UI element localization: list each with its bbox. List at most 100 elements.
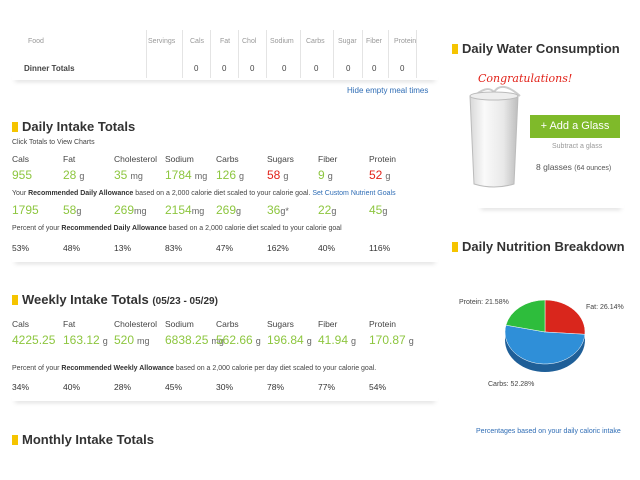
amount: 269 xyxy=(216,203,237,217)
unit: g xyxy=(306,336,312,346)
ounces: (64 ounces) xyxy=(574,165,612,172)
nutrient-value: 40% xyxy=(318,238,368,256)
nutrient-label: Sugars xyxy=(267,154,294,164)
amount: 269 xyxy=(114,203,135,217)
amount: 163.12 xyxy=(63,333,100,347)
nutrient-value: 170.87 g xyxy=(369,331,419,349)
amount: 45 xyxy=(369,203,383,217)
column-divider xyxy=(210,30,211,78)
add-glass-button[interactable]: + Add a Glass xyxy=(530,115,620,138)
unit: g xyxy=(239,171,245,181)
unit: % xyxy=(174,243,183,253)
nutrient-value: 45g xyxy=(369,201,419,219)
column-divider xyxy=(266,30,267,78)
glasses: 8 glasses xyxy=(536,162,572,172)
nutrient-label: Fat xyxy=(63,154,76,164)
total-value: 0 xyxy=(250,64,255,73)
nutrient-value: 53% xyxy=(12,238,62,256)
title-text: Daily Water Consumption xyxy=(462,41,620,56)
section-shadow xyxy=(12,254,438,262)
column-divider xyxy=(388,30,389,78)
text-bold: Recommended Daily Allowance xyxy=(61,225,167,232)
unit: mg xyxy=(211,336,224,346)
nutrient-value: 269g xyxy=(216,201,266,219)
unit: g xyxy=(331,206,337,216)
nutrient-value: 269mg xyxy=(114,201,164,219)
text-bold: Recommended Weekly Allowance xyxy=(61,365,174,372)
amount: 45 xyxy=(165,382,175,392)
subtract-link[interactable]: Subtract a glass xyxy=(552,143,603,150)
pie-slice xyxy=(504,324,586,365)
nutrient-value: 58g xyxy=(63,201,113,219)
nutrient-label: Protein xyxy=(369,154,396,164)
nutrient-label: Sodium xyxy=(165,154,194,164)
text: based on a 2,000 calorie per day diet sc… xyxy=(175,365,377,372)
unit: g xyxy=(327,171,333,181)
nutrient-value: 83% xyxy=(165,238,215,256)
column-divider xyxy=(416,30,417,78)
column-header: Fat xyxy=(220,38,231,45)
hide-empty-link[interactable]: Hide empty meal times xyxy=(347,86,429,95)
unit: g xyxy=(408,336,414,346)
nutrient-value: 47% xyxy=(216,238,266,256)
breakdown-note: Percentages based on your daily caloric … xyxy=(476,428,621,435)
unit: g xyxy=(76,206,82,216)
column-header: Protein xyxy=(394,38,417,45)
unit: % xyxy=(276,382,285,392)
amount: 562.66 xyxy=(216,333,253,347)
nutrient-label: Protein xyxy=(369,319,396,329)
unit: g xyxy=(236,206,242,216)
unit: mg xyxy=(130,171,143,181)
nutrient-value: 13% xyxy=(114,238,164,256)
unit: % xyxy=(21,382,30,392)
monthly-title: Monthly Intake Totals xyxy=(12,432,154,447)
unit: % xyxy=(327,382,336,392)
unit: g* xyxy=(280,206,289,216)
nutrient-label: Cholesterol xyxy=(114,319,157,329)
row-label: Dinner Totals xyxy=(24,64,75,73)
section-shadow xyxy=(12,72,438,80)
total-value: 0 xyxy=(222,64,227,73)
column-header: Cals xyxy=(190,38,205,45)
amount: 13 xyxy=(114,243,124,253)
amount: 53 xyxy=(12,243,22,253)
column-header: Servings xyxy=(148,38,176,45)
amount: 54 xyxy=(369,382,379,392)
nutrient-label: Fat xyxy=(63,319,76,329)
nutrient-label: Carbs xyxy=(216,319,239,329)
column-header: Chol xyxy=(242,38,257,45)
unit: % xyxy=(281,243,289,253)
unit: g xyxy=(79,171,85,181)
nutrient-value: 35 mg xyxy=(114,166,164,184)
column-header: Fiber xyxy=(366,38,382,45)
amount: 48 xyxy=(63,243,73,253)
nutrient-value: 116% xyxy=(369,238,419,256)
nutrient-value: 162% xyxy=(267,238,317,256)
unit: g xyxy=(255,336,261,346)
section-shadow xyxy=(478,200,624,208)
custom-goals-link[interactable]: Set Custom Nutrient Goals xyxy=(312,190,396,197)
text: Your xyxy=(12,190,27,197)
total-value: 0 xyxy=(282,64,287,73)
total-value: 0 xyxy=(372,64,377,73)
column-divider xyxy=(333,30,334,78)
water-title: Daily Water Consumption xyxy=(452,41,620,56)
nutrient-value: 48% xyxy=(63,238,113,256)
title-text: Weekly Intake Totals xyxy=(22,292,149,307)
amount: 1795 xyxy=(12,203,39,217)
unit: g xyxy=(283,171,289,181)
nutrient-value: 28 g xyxy=(63,166,113,184)
title-text: Daily Nutrition Breakdown xyxy=(462,239,625,254)
column-divider xyxy=(146,30,147,78)
amount: 41.94 xyxy=(318,333,349,347)
column-header: Sodium xyxy=(270,38,294,45)
column-divider xyxy=(182,30,183,78)
nutrient-value: 1784 mg xyxy=(165,166,215,184)
section-shadow xyxy=(12,393,438,401)
total-value: 0 xyxy=(400,64,405,73)
text: based on a 2,000 calorie diet scaled to … xyxy=(168,225,342,232)
column-divider xyxy=(362,30,363,78)
amount: 28 xyxy=(114,382,124,392)
